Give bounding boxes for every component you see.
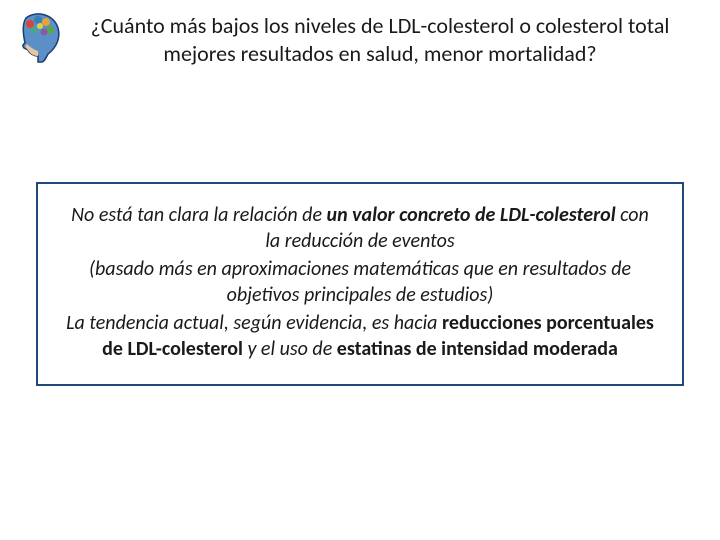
box-paragraph-3: La tendencia actual, según evidencia, es…	[62, 310, 658, 362]
brain-head-logo	[8, 8, 64, 64]
box-paragraph-1: No está tan clara la relación de un valo…	[62, 202, 658, 254]
content-box: No está tan clara la relación de un valo…	[36, 182, 684, 386]
slide-title: ¿Cuánto más bajos los niveles de LDL-col…	[80, 12, 680, 67]
box-paragraph-2: (basado más en aproximaciones matemática…	[62, 256, 658, 308]
